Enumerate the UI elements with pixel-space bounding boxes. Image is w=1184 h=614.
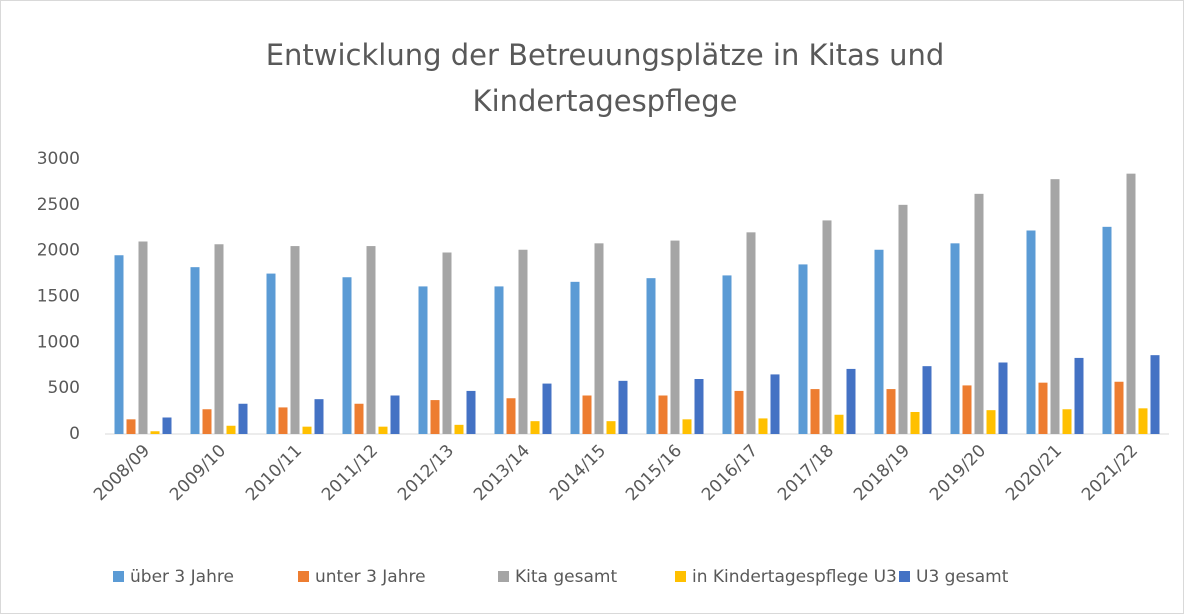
bar: [138, 241, 148, 434]
bar: [238, 403, 248, 434]
bar: [770, 374, 780, 434]
bar: [430, 400, 440, 434]
bar: [454, 424, 464, 434]
bar: [214, 244, 224, 434]
bar: [746, 232, 756, 434]
chart-title: Kindertagespflege: [473, 84, 738, 118]
bar: [570, 281, 580, 434]
legend-label: unter 3 Jahre: [315, 567, 426, 587]
bar: [986, 410, 996, 434]
bar: [150, 431, 160, 434]
bar: [974, 193, 984, 434]
bar: [266, 273, 276, 434]
bar: [694, 379, 704, 434]
bar: [1114, 381, 1124, 434]
bar: [314, 399, 324, 434]
bar: [302, 426, 312, 434]
bar: [910, 412, 920, 434]
bar: [342, 277, 352, 434]
y-tick-label: 2500: [37, 195, 80, 215]
bar: [886, 389, 896, 434]
bar: [758, 418, 768, 434]
bar: [618, 380, 628, 434]
legend-label: in Kindertagespflege U3: [692, 567, 897, 587]
bar: [1074, 357, 1084, 434]
bar: [418, 286, 428, 434]
y-tick-label: 0: [69, 424, 80, 444]
bar: [366, 246, 376, 434]
bar: [202, 409, 212, 434]
bar: [518, 249, 528, 434]
bar: [846, 368, 856, 434]
bar: [530, 421, 540, 434]
bar: [442, 252, 452, 434]
bar: [658, 395, 668, 434]
bar: [950, 243, 960, 434]
legend-swatch: [113, 571, 124, 582]
bar: [114, 255, 124, 434]
bar: [466, 390, 476, 434]
bar: [594, 243, 604, 434]
bar: [810, 389, 820, 434]
legend-swatch: [675, 571, 686, 582]
bar: [722, 275, 732, 434]
bar: [1050, 179, 1060, 434]
bar: [1038, 382, 1048, 434]
bar: [822, 220, 832, 434]
bar: [834, 414, 844, 434]
legend-label: Kita gesamt: [515, 567, 617, 587]
bar: [582, 395, 592, 434]
bar: [798, 264, 808, 434]
bar: [354, 403, 364, 434]
legend-label: U3 gesamt: [916, 567, 1009, 587]
bar: [998, 362, 1008, 434]
bar: [162, 417, 172, 434]
bar: [278, 407, 288, 434]
bar: [874, 249, 884, 434]
bar: [290, 246, 300, 434]
bar: [922, 366, 932, 434]
y-tick-label: 2000: [37, 241, 80, 261]
bar: [1150, 355, 1160, 434]
bar: [378, 426, 388, 434]
y-tick-label: 1500: [37, 287, 80, 307]
bar: [494, 286, 504, 434]
bar: [226, 425, 236, 434]
bar: [1126, 173, 1136, 434]
bar: [646, 278, 656, 434]
y-tick-label: 1000: [37, 332, 80, 352]
bar: [734, 390, 744, 434]
y-tick-label: 500: [48, 378, 80, 398]
chart-title: Entwicklung der Betreuungsplätze in Kita…: [266, 38, 945, 72]
bar: [506, 398, 516, 434]
bar: [126, 419, 136, 434]
bar: [670, 240, 680, 434]
legend-label: über 3 Jahre: [130, 567, 234, 587]
legend-swatch: [899, 571, 910, 582]
legend-swatch: [498, 571, 509, 582]
bar: [390, 395, 400, 434]
bar: [1062, 409, 1072, 434]
bar: [190, 267, 200, 434]
legend-swatch: [298, 571, 309, 582]
bar: [962, 385, 972, 434]
bar: [682, 419, 692, 434]
bar: [1138, 408, 1148, 434]
bar: [898, 204, 908, 434]
bar: [606, 421, 616, 434]
bar: [1102, 226, 1112, 434]
bar: [542, 383, 552, 434]
y-tick-label: 3000: [37, 149, 80, 169]
bar: [1026, 230, 1036, 434]
